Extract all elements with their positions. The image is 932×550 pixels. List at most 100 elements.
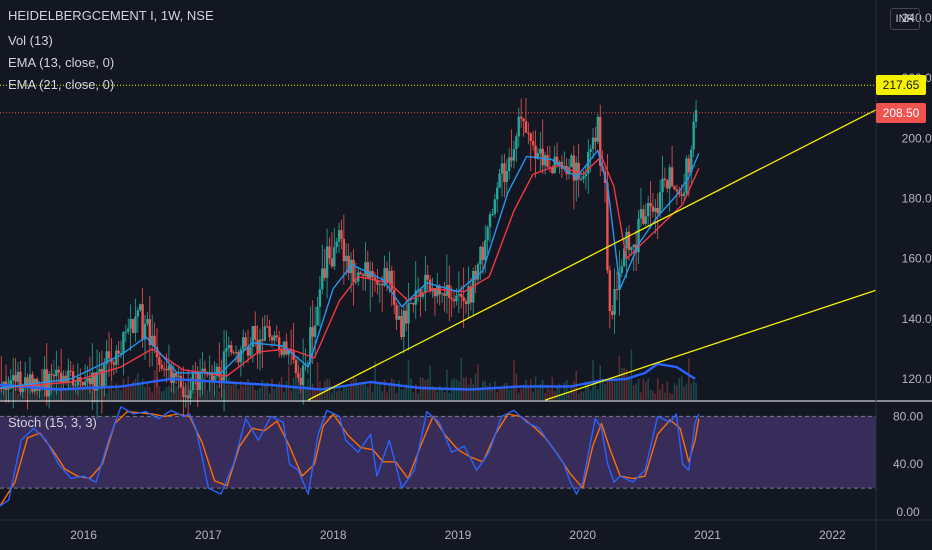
volume-bar	[417, 393, 419, 400]
candle-body	[661, 178, 664, 193]
candle-body	[433, 288, 437, 297]
candle-body	[694, 110, 698, 122]
candle-body	[50, 373, 53, 375]
volume-bar	[132, 381, 134, 400]
volume-legend[interactable]: Vol (13)	[8, 33, 53, 48]
volume-bar	[460, 357, 463, 400]
volume-bar	[565, 379, 568, 400]
volume-bar	[561, 393, 563, 400]
candle-body	[74, 384, 77, 386]
volume-bar	[443, 391, 446, 400]
volume-bar	[501, 389, 503, 400]
ema13-legend[interactable]: EMA (13, close, 0)	[8, 55, 115, 70]
candle-body	[491, 214, 494, 216]
x-tick-label: 2021	[694, 528, 721, 542]
candle-body	[436, 286, 439, 297]
candle-body	[692, 121, 695, 150]
trendline	[307, 109, 877, 401]
candle-body	[484, 240, 487, 260]
volume-bar	[146, 381, 149, 400]
stoch-legend[interactable]: Stoch (15, 3, 3)	[8, 415, 97, 430]
volume-bar	[383, 379, 386, 400]
candle-body	[273, 335, 276, 341]
candle-body	[292, 351, 295, 360]
volume-bar	[156, 377, 158, 400]
candle-body	[325, 246, 329, 278]
candle-body	[460, 293, 463, 297]
volume-bar	[472, 384, 475, 400]
price-pane[interactable]	[0, 84, 877, 420]
candle-body	[328, 246, 331, 259]
candle-body	[43, 369, 46, 389]
volume-bar	[323, 380, 326, 400]
candle-body	[299, 377, 302, 385]
currency-badge[interactable]: INR	[890, 8, 920, 30]
volume-bar	[355, 378, 357, 400]
candle-body	[522, 118, 525, 122]
volume-bar	[65, 388, 67, 400]
stochastic-pane[interactable]	[0, 406, 876, 507]
volume-bar	[549, 389, 551, 400]
candle-body	[165, 368, 168, 371]
candle-body	[450, 297, 453, 300]
volume-bar	[517, 392, 520, 400]
candle-body	[644, 216, 647, 224]
candle-body	[452, 299, 456, 302]
volume-bar	[311, 383, 314, 400]
volume-bar	[414, 384, 417, 400]
candle-body	[12, 375, 15, 381]
candle-body	[649, 202, 652, 207]
volume-bar	[244, 382, 247, 400]
candle-body	[215, 366, 219, 376]
candle-body	[146, 319, 149, 324]
candle-body	[256, 339, 259, 354]
candle-body	[265, 326, 269, 328]
candle-body	[59, 372, 63, 383]
volume-bar	[680, 376, 683, 400]
volume-bar	[141, 378, 144, 400]
candle-body	[519, 116, 523, 119]
volume-bar	[81, 387, 84, 400]
candle-body	[558, 161, 561, 165]
x-tick-label: 2016	[70, 528, 97, 542]
candle-body	[551, 167, 554, 174]
candle-body	[323, 268, 326, 278]
candle-body	[577, 162, 580, 180]
volume-bar	[266, 381, 268, 400]
volume-bar	[134, 378, 137, 400]
candle-body	[608, 270, 612, 312]
ema21-legend[interactable]: EMA (21, close, 0)	[8, 77, 115, 92]
volume-bar	[137, 372, 139, 400]
volume-bar	[338, 384, 340, 400]
stoch-d-line	[0, 410, 700, 507]
volume-bar	[676, 385, 678, 400]
volume-bar	[268, 393, 271, 400]
candle-body	[76, 377, 80, 385]
candle-body	[510, 157, 513, 161]
candle-body	[474, 271, 477, 280]
volume-bar	[474, 373, 477, 400]
candle-body	[124, 331, 128, 333]
volume-bar	[527, 386, 530, 400]
volume-bar	[367, 386, 369, 400]
candle-body	[268, 326, 271, 337]
volume-bar	[314, 388, 316, 400]
volume-bar	[623, 367, 625, 400]
candle-body	[373, 277, 377, 281]
candle-body	[536, 153, 540, 159]
candle-body	[153, 335, 156, 348]
candle-body	[309, 327, 312, 363]
candle-body	[615, 289, 619, 291]
volume-bar	[664, 392, 666, 400]
volume-bar	[429, 365, 431, 400]
volume-bar	[599, 365, 602, 400]
volume-bar	[125, 385, 127, 400]
candle-body	[261, 339, 264, 341]
candle-body	[150, 335, 154, 346]
candle-body	[330, 258, 334, 267]
candle-body	[313, 325, 317, 337]
stoch-band-fill	[0, 416, 876, 489]
candle-body	[234, 352, 238, 354]
